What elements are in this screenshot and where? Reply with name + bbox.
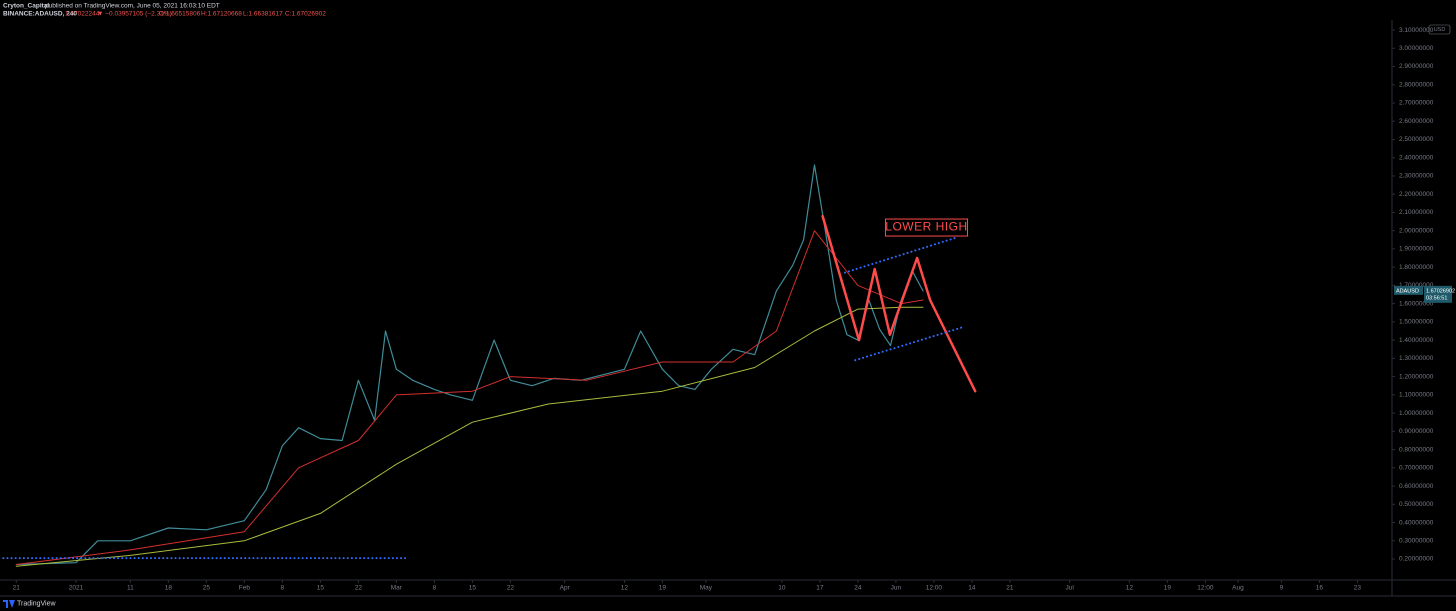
symbol-info: 1.67022244 — [65, 11, 100, 18]
symbol-info: L:1.66381617 — [243, 11, 283, 18]
moving-average — [15, 306, 924, 567]
symbol-info: BINANCE:ADAUSD, 240 — [3, 11, 77, 18]
y-tick-label: 2.20000000 — [1399, 191, 1434, 198]
y-tick-label: 2.30000000 — [1399, 173, 1434, 180]
x-tick-label: Jun — [891, 585, 902, 592]
y-tick-label: 0.60000000 — [1399, 483, 1434, 490]
x-tick-label: 14 — [968, 585, 976, 592]
y-tick-label: 0.90000000 — [1399, 428, 1434, 435]
y-tick-label: 0.80000000 — [1399, 446, 1434, 453]
y-tick-label: 1.70000000 — [1399, 282, 1434, 289]
y-tick-label: 2.10000000 — [1399, 209, 1434, 216]
x-tick-label: 23 — [1354, 585, 1362, 592]
x-tick-label: 12 — [621, 585, 629, 592]
symbol-info: C:1.67026902 — [285, 11, 326, 18]
x-tick-label: 12 — [1126, 585, 1134, 592]
x-tick-label: 21 — [1006, 585, 1014, 592]
symbol-label: ADAUSD — [1396, 288, 1419, 294]
y-tick-label: 1.40000000 — [1399, 337, 1434, 344]
x-tick-label: 17 — [816, 585, 824, 592]
moving-average — [15, 230, 924, 565]
y-tick-label: 2.50000000 — [1399, 136, 1434, 143]
symbol-box — [1394, 285, 1423, 295]
x-tick-label: 18 — [165, 585, 173, 592]
last-price-label: 1.67026902 — [1426, 288, 1455, 294]
x-tick-label: 22 — [355, 585, 363, 592]
x-tick-label: Feb — [239, 585, 251, 592]
x-tick-label: 11 — [127, 585, 134, 592]
y-tick-label: 0.50000000 — [1399, 501, 1434, 508]
symbol-info: H:1.67120668 — [201, 11, 242, 18]
x-tick-label: Aug — [1232, 585, 1244, 592]
x-tick-label: 8 — [281, 585, 285, 592]
projection-line — [821, 214, 977, 393]
y-tick-label: 2.70000000 — [1399, 100, 1434, 107]
y-tick-label: 1.20000000 — [1399, 373, 1434, 380]
y-tick-label: 2.90000000 — [1399, 63, 1434, 70]
symbol-info: O:1.66515806 — [159, 11, 201, 18]
y-tick-label: 1.90000000 — [1399, 246, 1434, 253]
x-tick-label: 24 — [854, 585, 862, 592]
subtitle: published on TradingView.com, June 05, 2… — [45, 3, 220, 10]
x-tick-label: 19 — [659, 585, 667, 592]
x-tick-label: 25 — [203, 585, 211, 592]
x-tick-label: 15 — [317, 585, 325, 592]
y-tick-label: 2.40000000 — [1399, 154, 1434, 161]
x-tick-label: 8 — [433, 585, 437, 592]
x-tick-label: May — [700, 585, 713, 592]
countdown-label: 03:56:51 — [1426, 295, 1447, 301]
x-tick-label: 10 — [778, 585, 786, 592]
x-tick-label: 2021 — [69, 585, 84, 592]
brand-logo — [3, 600, 15, 608]
last-price-box — [1424, 285, 1452, 303]
x-tick-label: Jul — [1065, 585, 1074, 592]
y-tick-label: 0.20000000 — [1399, 556, 1434, 563]
y-tick-label: 1.10000000 — [1399, 392, 1434, 399]
y-tick-label: 2.80000000 — [1399, 81, 1434, 88]
x-tick-label: 15 — [469, 585, 477, 592]
y-tick-label: 3.10000000 — [1399, 27, 1434, 34]
x-tick-label: 21 — [13, 585, 21, 592]
x-tick-label: 22 — [507, 585, 515, 592]
y-tick-label: 1.80000000 — [1399, 264, 1434, 271]
author: Cryton_Capital — [3, 3, 49, 10]
currency-label: USD — [1434, 27, 1446, 33]
y-tick-label: 2.00000000 — [1399, 227, 1434, 234]
y-tick-label: 1.00000000 — [1399, 410, 1434, 417]
x-tick-label: Mar — [391, 585, 403, 592]
y-tick-label: 0.70000000 — [1399, 465, 1434, 472]
brand: TradingView — [17, 600, 56, 607]
x-tick-label: Apr — [560, 585, 571, 592]
annotation: LOWER HIGH — [885, 220, 967, 234]
x-tick-label: 19 — [1164, 585, 1172, 592]
annotation-box — [884, 218, 968, 237]
trend-line — [843, 237, 957, 274]
x-tick-label: 12:00 — [926, 585, 943, 592]
x-tick-label: 16 — [1316, 585, 1324, 592]
y-tick-label: 1.60000000 — [1399, 300, 1434, 307]
y-tick-label: 3.00000000 — [1399, 45, 1434, 52]
currency-button[interactable] — [1428, 24, 1451, 35]
y-tick-label: 0.40000000 — [1399, 519, 1434, 526]
symbol-info: ▼ −0.03957105 (−2.31%) — [97, 11, 172, 18]
y-tick-label: 2.60000000 — [1399, 118, 1434, 125]
y-tick-label: 0.30000000 — [1399, 538, 1434, 545]
y-tick-label: 1.50000000 — [1399, 319, 1434, 326]
x-tick-label: 12:00 — [1197, 585, 1214, 592]
x-tick-label: 9 — [1280, 585, 1284, 592]
y-tick-label: 1.30000000 — [1399, 355, 1434, 362]
